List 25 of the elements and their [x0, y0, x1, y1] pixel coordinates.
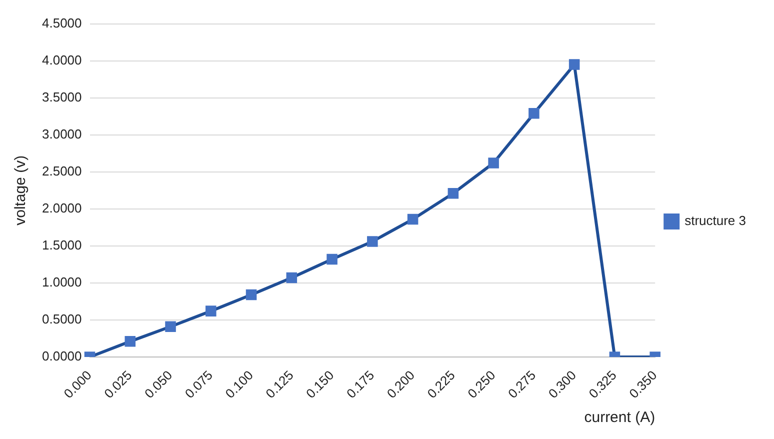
point — [165, 321, 176, 332]
x-axis-title: current (A) — [584, 409, 656, 426]
point — [246, 289, 257, 300]
y-tick-label: 2.0000 — [42, 200, 82, 216]
point — [448, 188, 459, 199]
point — [124, 336, 136, 347]
y-tick-label: 3.0000 — [42, 126, 82, 142]
point — [367, 236, 378, 247]
y-tick-label: 1.0000 — [42, 274, 82, 290]
legend-label: structure 3 — [684, 213, 746, 228]
point — [286, 272, 298, 284]
y-tick-label: 1.5000 — [42, 237, 82, 252]
point — [488, 158, 499, 168]
point — [326, 254, 338, 265]
point — [568, 59, 580, 70]
point — [206, 306, 216, 316]
y-tick-label: 2.5000 — [42, 163, 82, 178]
y-axis-title: voltage (v) — [12, 155, 30, 226]
y-tick-label: 0.5000 — [42, 312, 82, 327]
point — [528, 108, 540, 119]
y-tick-label: 4.0000 — [42, 52, 82, 68]
y-tick-label: 4.5000 — [42, 15, 82, 30]
point — [407, 214, 418, 225]
y-tick-label: 0.0000 — [42, 348, 82, 364]
y-tick-label: 3.5000 — [42, 89, 82, 104]
